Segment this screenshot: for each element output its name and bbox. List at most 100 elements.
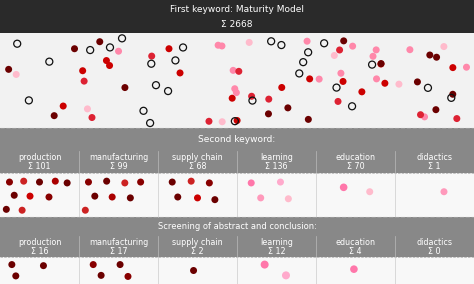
Ellipse shape bbox=[6, 179, 13, 185]
Ellipse shape bbox=[234, 117, 241, 124]
Ellipse shape bbox=[117, 261, 124, 268]
Ellipse shape bbox=[9, 261, 15, 268]
Ellipse shape bbox=[278, 84, 285, 91]
Ellipse shape bbox=[305, 116, 312, 123]
Ellipse shape bbox=[265, 110, 272, 117]
Bar bbox=[0, 173, 474, 217]
Text: manufacturing: manufacturing bbox=[89, 153, 148, 162]
Text: didactics: didactics bbox=[417, 153, 453, 162]
Ellipse shape bbox=[261, 261, 269, 269]
Text: supply chain: supply chain bbox=[172, 153, 223, 162]
Ellipse shape bbox=[64, 179, 71, 186]
Ellipse shape bbox=[27, 193, 34, 200]
Bar bbox=[0, 236, 474, 257]
Ellipse shape bbox=[440, 188, 447, 195]
Text: education: education bbox=[336, 153, 375, 162]
Ellipse shape bbox=[235, 68, 242, 75]
Text: education: education bbox=[336, 239, 375, 247]
Ellipse shape bbox=[205, 118, 212, 125]
Ellipse shape bbox=[169, 179, 176, 185]
Ellipse shape bbox=[194, 194, 201, 201]
Ellipse shape bbox=[90, 261, 97, 268]
Ellipse shape bbox=[103, 178, 110, 185]
Ellipse shape bbox=[127, 194, 134, 201]
Ellipse shape bbox=[103, 57, 110, 64]
Bar bbox=[0, 217, 474, 236]
Text: Σ 16: Σ 16 bbox=[31, 247, 48, 256]
Bar bbox=[0, 257, 474, 284]
Text: Σ 70: Σ 70 bbox=[346, 162, 365, 171]
Ellipse shape bbox=[285, 195, 292, 202]
Text: Σ 12: Σ 12 bbox=[268, 247, 285, 256]
Ellipse shape bbox=[96, 38, 103, 45]
Ellipse shape bbox=[358, 88, 365, 95]
Text: Screening of abstract and conclusion:: Screening of abstract and conclusion: bbox=[157, 222, 317, 231]
Ellipse shape bbox=[211, 196, 219, 203]
Ellipse shape bbox=[106, 62, 113, 69]
Ellipse shape bbox=[449, 64, 456, 71]
Ellipse shape bbox=[18, 207, 26, 214]
Ellipse shape bbox=[36, 179, 43, 185]
Text: Second keyword:: Second keyword: bbox=[199, 135, 275, 144]
Text: manufacturing: manufacturing bbox=[89, 239, 148, 247]
Ellipse shape bbox=[432, 106, 439, 113]
Ellipse shape bbox=[378, 60, 384, 67]
Ellipse shape bbox=[206, 179, 213, 186]
Ellipse shape bbox=[433, 54, 440, 61]
Ellipse shape bbox=[248, 93, 255, 100]
Ellipse shape bbox=[339, 78, 346, 85]
Ellipse shape bbox=[174, 193, 181, 201]
Ellipse shape bbox=[414, 78, 421, 85]
Ellipse shape bbox=[366, 188, 373, 195]
Text: Σ 4: Σ 4 bbox=[349, 247, 362, 256]
Ellipse shape bbox=[109, 193, 116, 201]
Ellipse shape bbox=[230, 67, 237, 74]
Ellipse shape bbox=[340, 183, 347, 191]
Ellipse shape bbox=[421, 113, 428, 120]
Text: learning: learning bbox=[260, 239, 293, 247]
Ellipse shape bbox=[84, 105, 91, 112]
Ellipse shape bbox=[46, 193, 53, 201]
Ellipse shape bbox=[188, 178, 195, 185]
Text: Σ 136: Σ 136 bbox=[265, 162, 288, 171]
Text: Σ 17: Σ 17 bbox=[109, 247, 128, 256]
Text: supply chain: supply chain bbox=[172, 239, 223, 247]
Ellipse shape bbox=[337, 70, 345, 77]
Ellipse shape bbox=[148, 53, 155, 60]
Ellipse shape bbox=[440, 43, 447, 50]
Ellipse shape bbox=[85, 179, 92, 185]
Ellipse shape bbox=[284, 104, 292, 111]
Text: production: production bbox=[18, 153, 61, 162]
Text: Σ 99: Σ 99 bbox=[109, 162, 128, 171]
Text: Σ 0: Σ 0 bbox=[428, 247, 441, 256]
Ellipse shape bbox=[377, 60, 384, 68]
Text: Σ 2: Σ 2 bbox=[191, 247, 204, 256]
Bar bbox=[0, 151, 474, 173]
Ellipse shape bbox=[219, 118, 226, 125]
Ellipse shape bbox=[51, 112, 58, 119]
Ellipse shape bbox=[98, 272, 105, 279]
Ellipse shape bbox=[331, 52, 338, 59]
Ellipse shape bbox=[303, 38, 310, 45]
Ellipse shape bbox=[382, 80, 388, 87]
Ellipse shape bbox=[3, 206, 10, 213]
Ellipse shape bbox=[125, 273, 131, 280]
Ellipse shape bbox=[71, 45, 78, 52]
Ellipse shape bbox=[306, 75, 313, 82]
Text: Σ 101: Σ 101 bbox=[28, 162, 51, 171]
Ellipse shape bbox=[13, 71, 20, 78]
Ellipse shape bbox=[395, 81, 402, 88]
Ellipse shape bbox=[215, 42, 222, 49]
Bar bbox=[0, 128, 474, 151]
Ellipse shape bbox=[417, 111, 424, 118]
Text: learning: learning bbox=[260, 153, 293, 162]
Ellipse shape bbox=[190, 267, 197, 274]
Ellipse shape bbox=[277, 179, 284, 185]
Ellipse shape bbox=[406, 46, 413, 53]
Ellipse shape bbox=[89, 114, 95, 121]
Text: Σ 1: Σ 1 bbox=[428, 162, 441, 171]
Ellipse shape bbox=[426, 51, 433, 59]
Ellipse shape bbox=[349, 43, 356, 50]
Ellipse shape bbox=[257, 194, 264, 201]
Ellipse shape bbox=[121, 179, 128, 186]
